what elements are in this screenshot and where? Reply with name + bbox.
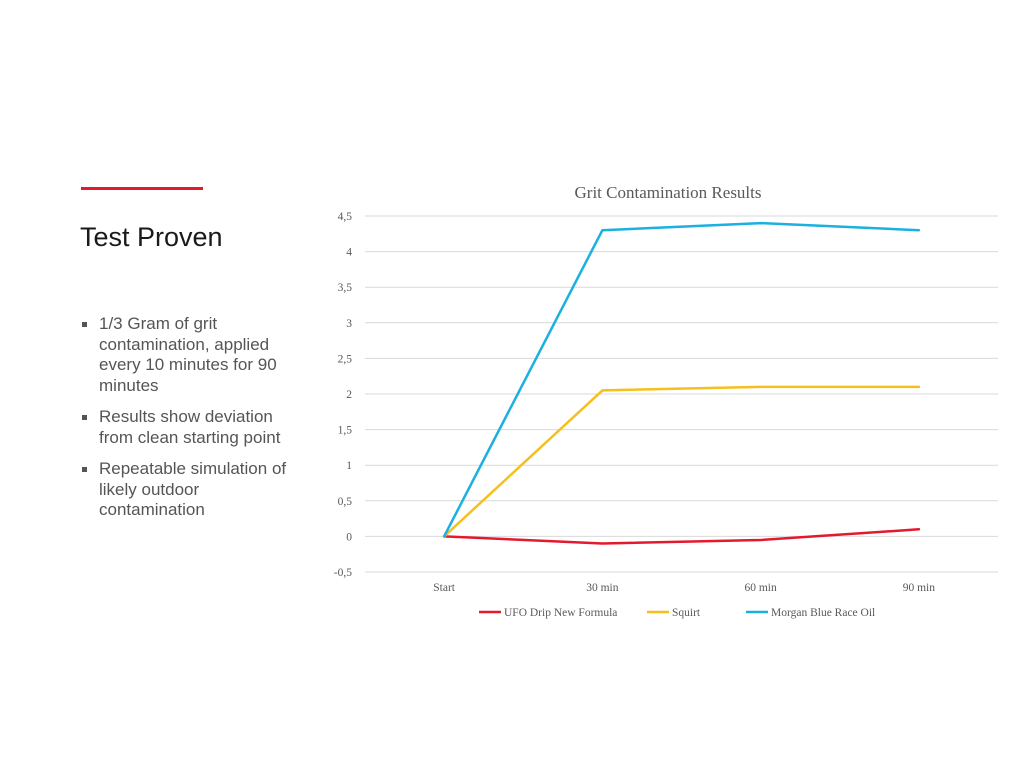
x-tick-label: 60 min	[744, 582, 777, 594]
chart-legend: UFO Drip New Formula Squirt Morgan Blue Ra…	[479, 607, 875, 619]
y-tick-label: 3	[346, 318, 352, 330]
y-tick-label: -0,5	[334, 567, 352, 579]
bullet-text: 1/3 Gram of grit contamination, applied …	[99, 314, 277, 395]
y-tick-label: 2,5	[338, 353, 353, 365]
y-tick-label: 0	[346, 531, 352, 543]
bullet-list: 1/3 Gram of grit contamination, applied …	[80, 314, 302, 532]
series-line-1	[442, 528, 921, 545]
legend-label: Squirt	[672, 607, 701, 619]
series-line-3	[442, 221, 921, 538]
bullet-item: Results show deviation from clean starti…	[80, 407, 302, 448]
slide-title: Test Proven	[80, 222, 223, 252]
legend-label: Morgan Blue Race Oil	[771, 607, 875, 619]
line-chart: Grit Contamination Results -0,5 0 0,5 1 1,5 2…	[334, 183, 998, 619]
x-tick-label: 30 min	[586, 582, 619, 594]
y-tick-label: 1	[346, 460, 352, 472]
x-axis-ticks: Start 30 min 60 min 90 min	[433, 582, 935, 594]
y-axis-ticks: -0,5 0 0,5 1 1,5 2 2,5 3 3,5 4 4,5	[334, 211, 352, 579]
series-lines	[442, 221, 921, 545]
square-bullet-icon	[82, 415, 87, 420]
bullet-item: 1/3 Gram of grit contamination, applied …	[80, 314, 302, 396]
square-bullet-icon	[82, 322, 87, 327]
chart-title: Grit Contamination Results	[575, 183, 762, 202]
bullet-item: Repeatable simulation of likely outdoor …	[80, 459, 302, 521]
y-tick-label: 4,5	[338, 211, 353, 223]
legend-label: UFO Drip New Formula	[504, 607, 617, 619]
square-bullet-icon	[82, 467, 87, 472]
series-line-2	[442, 385, 921, 538]
bullet-text: Repeatable simulation of likely outdoor …	[99, 459, 287, 519]
y-tick-label: 2	[346, 389, 352, 401]
y-tick-label: 3,5	[338, 282, 353, 294]
x-tick-label: Start	[433, 582, 456, 594]
x-tick-label: 90 min	[903, 582, 936, 594]
y-tick-label: 1,5	[338, 425, 353, 437]
grid-lines	[365, 215, 998, 573]
title-accent-line	[81, 187, 203, 190]
y-tick-label: 0,5	[338, 496, 353, 508]
y-tick-label: 4	[346, 247, 352, 259]
bullet-text: Results show deviation from clean starti…	[99, 407, 281, 447]
